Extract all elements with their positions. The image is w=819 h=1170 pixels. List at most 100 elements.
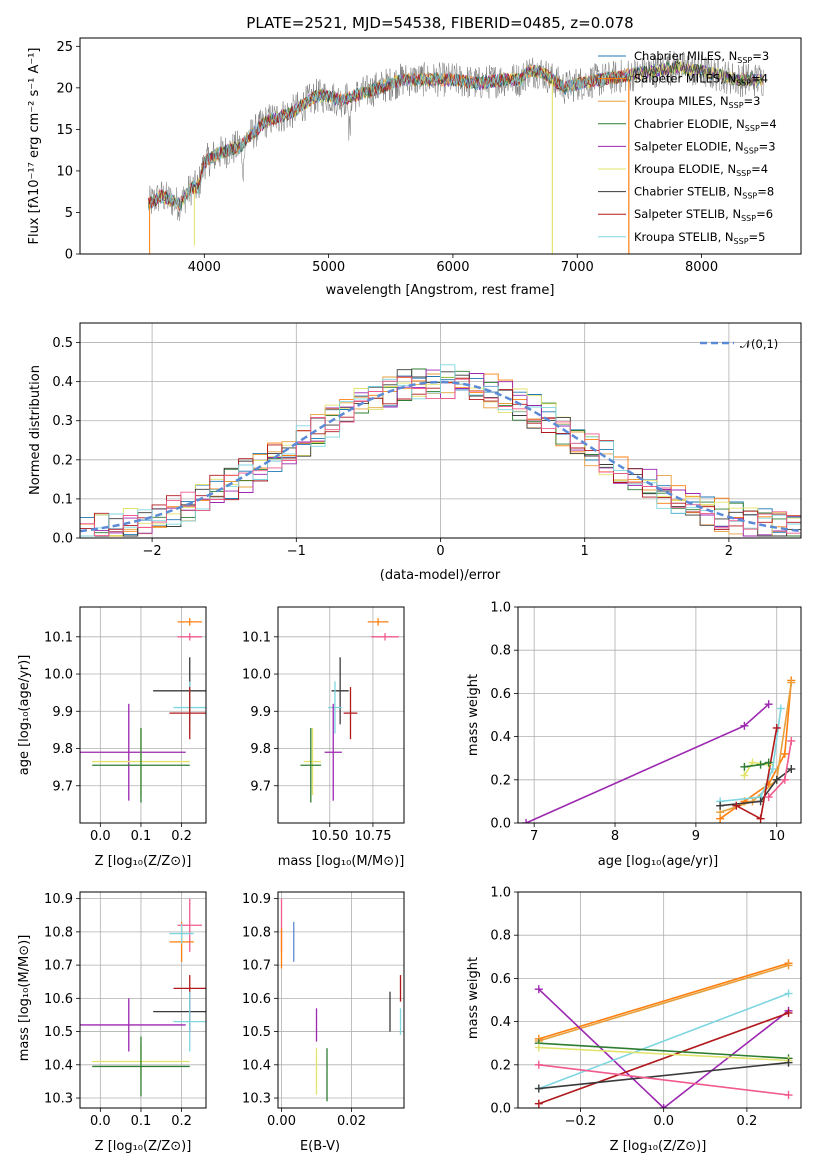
residuals-ylabel: Normed distribution (28, 365, 43, 495)
mwZ-series-krou_elodie (538, 1046, 789, 1062)
massebv-ytick-label: 10.7 (242, 959, 271, 974)
residuals-ytick-label: 0.5 (52, 336, 73, 351)
massZ-ytick-label: 10.8 (44, 925, 73, 940)
ageZ-ytick-label: 9.8 (52, 742, 73, 757)
spectrum-legend-label: Salpeter MILES, NSSP=4 (634, 72, 768, 88)
massZ-ytick-label: 10.4 (44, 1058, 73, 1073)
spectrum-legend-label: Chabrier ELODIE, NSSP=4 (634, 117, 777, 133)
spectrum-ytick-label: 0 (65, 248, 73, 263)
ageZ-xlabel: Z [log₁₀(Z/Z⊙)] (95, 854, 192, 869)
agemass-ytick-label: 9.9 (250, 705, 271, 720)
mwZ-xtick-label: 0.0 (653, 1114, 674, 1129)
ageZ-xtick-label: 0.0 (90, 829, 111, 844)
residuals-legend-label: 𝒩(0,1) (740, 337, 778, 351)
mwage-xtick-label: 8 (611, 829, 619, 844)
spectrum-legend-label: Kroupa ELODIE, NSSP=4 (634, 162, 768, 178)
mwZ-xlabel: Z [log₁₀(Z/Z⊙)] (610, 1139, 707, 1154)
massZ-ytick-label: 10.7 (44, 959, 73, 974)
massZ-xtick-label: 0.0 (90, 1114, 111, 1129)
mwZ-series-krou_stelib (538, 992, 789, 1090)
residuals-xlabel: (data-model)/error (380, 568, 501, 583)
massebv-ytick-label: 10.3 (242, 1092, 271, 1107)
mwZ-series-chab_stelib (538, 1061, 789, 1090)
spectrum-xtick-label: 7000 (561, 260, 594, 275)
mwage-series-chab_stelib (720, 768, 792, 807)
residuals-ytick-label: 0.1 (52, 492, 73, 507)
agemass-ytick-label: 10.1 (242, 630, 271, 645)
spectrum-xtick-label: 4000 (188, 260, 221, 275)
massZ-ytick-label: 10.5 (44, 1025, 73, 1040)
agemass-xlabel: mass [log₁₀(M/M⊙)] (278, 854, 405, 869)
mwZ-ytick-label: 0.4 (490, 1015, 511, 1030)
massZ-xtick-label: 0.1 (131, 1114, 152, 1129)
massebv-xtick-label: 0.00 (267, 1114, 296, 1129)
mwZ-series-salp_stelib (538, 1012, 789, 1105)
massZ-xlabel: Z [log₁₀(Z/Z⊙)] (95, 1139, 192, 1154)
massZ-xtick-label: 0.2 (171, 1114, 192, 1129)
mwZ-ytick-label: 0.6 (490, 972, 511, 987)
spectrum-xtick-label: 8000 (685, 260, 718, 275)
residuals-hist-salp_alt (80, 376, 801, 537)
spectrum-ytick-label: 5 (65, 206, 73, 221)
agemass-xtick-label: 10.50 (311, 829, 348, 844)
massebv-ytick-label: 10.9 (242, 892, 271, 907)
massebv-ytick-label: 10.6 (242, 992, 271, 1007)
residuals-xtick-label: 0 (436, 544, 444, 559)
residuals-ytick-label: 0.0 (52, 532, 73, 547)
mwage-xtick-label: 10 (768, 829, 785, 844)
massZ-ylabel: mass [log₁₀(M/M⊙)] (17, 935, 32, 1062)
massZ-ytick-label: 10.9 (44, 892, 73, 907)
mwZ-ytick-label: 0.0 (490, 1102, 511, 1117)
agemass-ytick-label: 10.0 (242, 668, 271, 683)
massebv-plot-area (280, 898, 402, 1102)
residuals-ytick-label: 0.2 (52, 453, 73, 468)
mwage-xtick-label: 7 (530, 829, 538, 844)
mwZ-series-salp_miles (538, 962, 789, 1040)
ageZ-ytick-label: 9.7 (52, 779, 73, 794)
agemass-ytick-label: 9.8 (250, 742, 271, 757)
massZ-plot-area (80, 898, 206, 1097)
spectrum-model-chab_stelib (148, 60, 764, 210)
mwage-plot-area (522, 676, 796, 823)
residuals-xtick-label: −1 (287, 544, 306, 559)
mwZ-ylabel: mass weight (466, 957, 481, 1039)
ageZ-xtick-label: 0.2 (171, 829, 192, 844)
mwage-xlabel: age [log₁₀(age/yr)] (598, 854, 719, 869)
spectrum-xtick-label: 5000 (312, 260, 345, 275)
spectrum-legend-label: Chabrier MILES, NSSP=3 (634, 49, 769, 65)
agemass-plot-area (300, 618, 399, 803)
mwage-ytick-label: 0.8 (490, 644, 511, 659)
massebv-ytick-label: 10.5 (242, 1025, 271, 1040)
residuals-xtick-label: 2 (725, 544, 733, 559)
ageZ-frame (79, 606, 207, 824)
mwZ-xtick-label: −0.2 (565, 1114, 597, 1129)
residuals-gaussian-line (80, 380, 801, 533)
mwZ-ytick-label: 0.2 (490, 1058, 511, 1073)
residuals-frame (79, 322, 802, 539)
mwage-ytick-label: 0.4 (490, 730, 511, 745)
massZ-ytick-label: 10.3 (44, 1092, 73, 1107)
mwZ-series-chab_elodie (538, 1042, 789, 1060)
spectrum-ylabel: Flux [fλ10⁻¹⁷ erg cm⁻² s⁻¹ A⁻¹] (27, 48, 42, 245)
spectrum-xlabel: wavelength [Angstrom, rest frame] (326, 283, 555, 298)
mwage-ytick-label: 0.2 (490, 773, 511, 788)
ageZ-ytick-label: 10.1 (44, 630, 73, 645)
massebv-xlabel: E(B-V) (300, 1139, 340, 1154)
mwZ-plot-area (534, 959, 793, 1108)
mwZ-ytick-label: 0.8 (490, 929, 511, 944)
massZ-frame (79, 891, 207, 1109)
ageZ-plot-area (80, 618, 206, 803)
spectrum-ytick-label: 10 (56, 164, 73, 179)
spectrum-ytick-label: 25 (56, 40, 73, 55)
agemass-ytick-label: 9.7 (250, 779, 271, 794)
spectrum-legend-label: Salpeter STELIB, NSSP=6 (634, 207, 773, 223)
massebv-ytick-label: 10.8 (242, 925, 271, 940)
mwage-xtick-label: 9 (692, 829, 700, 844)
mwage-ytick-label: 0.0 (490, 817, 511, 832)
spectrum-frame (79, 37, 802, 255)
mwage-ylabel: mass weight (466, 674, 481, 756)
spectrum-legend-label: Kroupa MILES, NSSP=3 (634, 94, 760, 110)
spectrum-legend-label: Chabrier STELIB, NSSP=8 (634, 185, 774, 201)
